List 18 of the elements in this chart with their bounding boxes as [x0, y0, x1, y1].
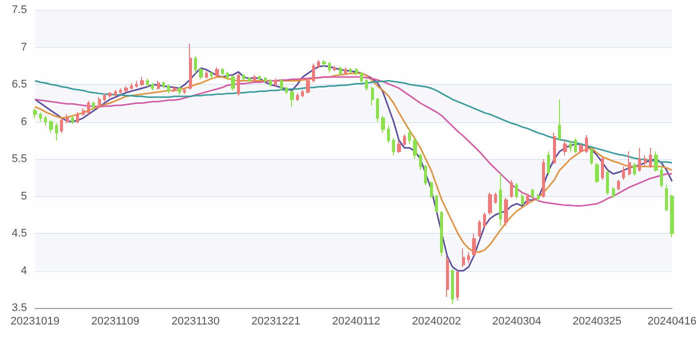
- y-tick-label: 5.5: [12, 153, 27, 165]
- y-tick-label: 6: [20, 116, 27, 128]
- x-tick-label: 20240416: [648, 316, 696, 328]
- x-tick-label: 20240202: [412, 316, 461, 328]
- x-tick-label: 20231221: [251, 316, 300, 328]
- x-tick-label: 20240304: [492, 316, 542, 328]
- x-tick-label: 20231019: [10, 316, 60, 328]
- x-tick-label: 20240112: [332, 316, 380, 328]
- x-tick-label: 20231130: [172, 316, 220, 328]
- y-tick-label: 7.5: [12, 4, 27, 16]
- y-tick-label: 4: [20, 264, 27, 277]
- y-tick-label: 4.5: [12, 228, 27, 240]
- y-tick-label: 3.5: [12, 302, 27, 314]
- y-tick-label: 5: [20, 190, 27, 202]
- x-tick-label: 20240325: [572, 316, 622, 328]
- y-tick-label: 6.5: [12, 78, 27, 90]
- x-tick-label: 20231109: [91, 316, 140, 328]
- y-tick-label: 7: [20, 41, 27, 54]
